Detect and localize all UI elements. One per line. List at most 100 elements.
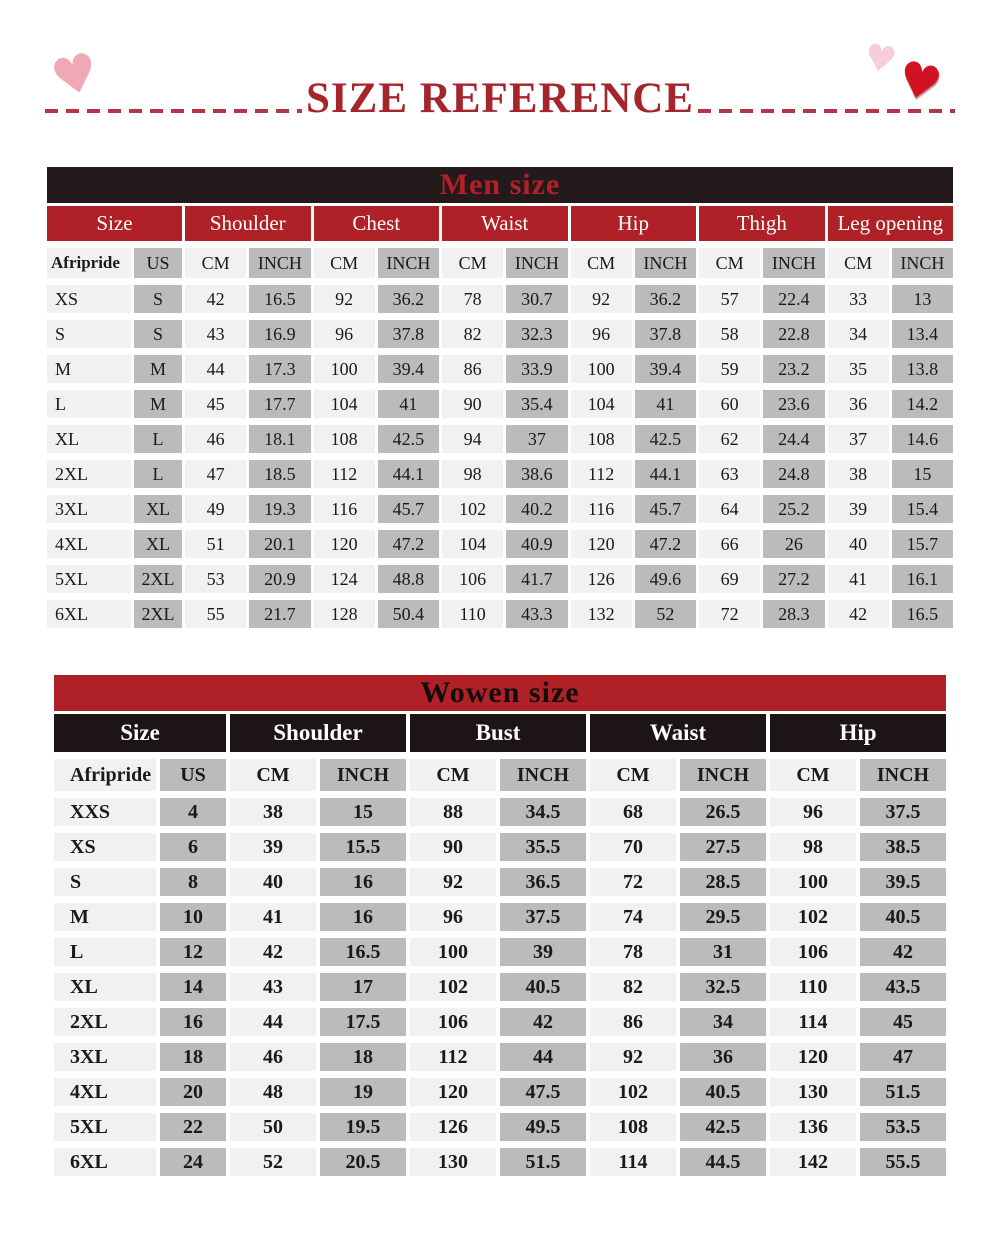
measurement-value-r5-c3: 17: [320, 973, 406, 1001]
measurement-value-r4-c9: 42: [860, 938, 946, 966]
measurement-value-r1-c7: 27.5: [680, 833, 766, 861]
measurement-value-r0-c4: 92: [313, 285, 375, 313]
measurement-value-r5-c8: 110: [770, 973, 856, 1001]
measurement-value-r9-c9: 52: [634, 600, 696, 628]
column-group-size: Size: [47, 206, 182, 241]
measurement-value-r1-c9: 38.5: [860, 833, 946, 861]
measurement-value-r7-c13: 15.7: [891, 530, 953, 558]
measurement-value-r6-c13: 15.4: [891, 495, 953, 523]
measurement-value-r2-c7: 33.9: [506, 355, 568, 383]
measurement-value-r2-c10: 59: [699, 355, 761, 383]
measurement-value-r3-c11: 23.6: [763, 390, 825, 418]
measurement-value-r4-c6: 94: [442, 425, 504, 453]
measurement-value-r6-c5: 45.7: [377, 495, 439, 523]
measurement-value-r1-c2: 39: [230, 833, 316, 861]
measurement-value-r3-c10: 60: [699, 390, 761, 418]
measurement-value-r3-c7: 29.5: [680, 903, 766, 931]
measurement-value-r2-c6: 86: [442, 355, 504, 383]
measurement-value-r2-c9: 39.5: [860, 868, 946, 896]
measurement-value-r3-c6: 74: [590, 903, 676, 931]
subheader-inch-5: INCH: [377, 248, 439, 278]
measurement-value-r9-c9: 53.5: [860, 1113, 946, 1141]
subheader-us-1: US: [160, 759, 226, 791]
measurement-value-r1-c3: 15.5: [320, 833, 406, 861]
measurement-value-r1-c6: 82: [442, 320, 504, 348]
measurement-value-r1-c9: 37.8: [634, 320, 696, 348]
measurement-value-r3-c2: 41: [230, 903, 316, 931]
size-label-r9-c0: 6XL: [47, 600, 131, 628]
measurement-value-r1-c5: 35.5: [500, 833, 586, 861]
measurement-value-r7-c2: 46: [230, 1043, 316, 1071]
measurement-value-r0-c6: 68: [590, 798, 676, 826]
measurement-value-r5-c5: 40.5: [500, 973, 586, 1001]
measurement-value-r0-c2: 38: [230, 798, 316, 826]
measurement-value-r4-c5: 42.5: [377, 425, 439, 453]
column-group-bust: Bust: [410, 714, 586, 752]
measurement-value-r7-c7: 40.9: [506, 530, 568, 558]
measurement-value-r3-c4: 104: [313, 390, 375, 418]
measurement-value-r6-c7: 40.2: [506, 495, 568, 523]
us-size-value-r1-c1: 6: [160, 833, 226, 861]
measurement-value-r5-c4: 112: [313, 460, 375, 488]
measurement-value-r5-c12: 38: [827, 460, 889, 488]
subheader-afripride-0: Afripride: [47, 248, 131, 278]
subheader-inch-5: INCH: [500, 759, 586, 791]
measurement-value-r6-c3: 17.5: [320, 1008, 406, 1036]
size-label-r1-c0: XS: [54, 833, 156, 861]
size-label-r2-c0: S: [54, 868, 156, 896]
measurement-value-r9-c5: 49.5: [500, 1113, 586, 1141]
us-size-value-r9-c1: 22: [160, 1113, 226, 1141]
us-size-value-r2-c1: M: [134, 355, 182, 383]
measurement-value-r8-c12: 41: [827, 565, 889, 593]
measurement-value-r5-c7: 38.6: [506, 460, 568, 488]
measurement-value-r7-c7: 36: [680, 1043, 766, 1071]
measurement-value-r6-c6: 102: [442, 495, 504, 523]
measurement-value-r7-c6: 104: [442, 530, 504, 558]
title-row: SIZE REFERENCE: [0, 77, 1000, 122]
measurement-value-r3-c12: 36: [827, 390, 889, 418]
subheader-cm-6: CM: [442, 248, 504, 278]
size-label-r2-c0: M: [47, 355, 131, 383]
measurement-value-r10-c4: 130: [410, 1148, 496, 1176]
measurement-value-r1-c5: 37.8: [377, 320, 439, 348]
measurement-value-r5-c6: 98: [442, 460, 504, 488]
measurement-value-r7-c3: 20.1: [249, 530, 311, 558]
men-size-table: Men size Size Shoulder Chest Waist Hip Thigh L…: [47, 167, 953, 628]
measurement-value-r7-c9: 47.2: [634, 530, 696, 558]
subheader-cm-8: CM: [570, 248, 632, 278]
measurement-value-r5-c8: 112: [570, 460, 632, 488]
us-size-value-r0-c1: S: [134, 285, 182, 313]
measurement-value-r6-c6: 86: [590, 1008, 676, 1036]
measurement-value-r1-c8: 98: [770, 833, 856, 861]
measurement-value-r8-c4: 124: [313, 565, 375, 593]
measurement-value-r4-c7: 31: [680, 938, 766, 966]
measurement-value-r4-c3: 16.5: [320, 938, 406, 966]
column-group-shoulder: Shoulder: [185, 206, 311, 241]
measurement-value-r5-c2: 43: [230, 973, 316, 1001]
measurement-value-r5-c9: 43.5: [860, 973, 946, 1001]
subheader-inch-13: INCH: [891, 248, 953, 278]
measurement-value-r2-c4: 92: [410, 868, 496, 896]
measurement-value-r6-c4: 116: [313, 495, 375, 523]
measurement-value-r7-c9: 47: [860, 1043, 946, 1071]
measurement-value-r2-c5: 36.5: [500, 868, 586, 896]
measurement-value-r3-c3: 17.7: [249, 390, 311, 418]
measurement-value-r6-c5: 42: [500, 1008, 586, 1036]
measurement-value-r5-c9: 44.1: [634, 460, 696, 488]
column-group-shoulder: Shoulder: [230, 714, 406, 752]
size-label-r8-c0: 4XL: [54, 1078, 156, 1106]
measurement-value-r8-c5: 48.8: [377, 565, 439, 593]
measurement-value-r0-c13: 13: [891, 285, 953, 313]
pale-pink-heart-icon: ♥: [860, 36, 900, 83]
measurement-value-r8-c7: 41.7: [506, 565, 568, 593]
us-size-value-r1-c1: S: [134, 320, 182, 348]
measurement-value-r3-c13: 14.2: [891, 390, 953, 418]
measurement-value-r1-c8: 96: [570, 320, 632, 348]
measurement-value-r8-c4: 120: [410, 1078, 496, 1106]
measurement-value-r0-c2: 42: [185, 285, 247, 313]
column-group-thigh: Thigh: [699, 206, 825, 241]
measurement-value-r9-c6: 108: [590, 1113, 676, 1141]
women-table-title-bar: Wowen size: [54, 675, 946, 711]
page-title: SIZE REFERENCE: [306, 75, 694, 122]
measurement-value-r2-c2: 44: [185, 355, 247, 383]
